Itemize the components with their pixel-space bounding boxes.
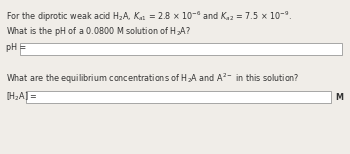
FancyBboxPatch shape — [20, 43, 342, 55]
Text: pH =: pH = — [6, 43, 26, 53]
Text: What are the equilibrium concentrations of H$_2$A and A$^{2-}$ in this solution?: What are the equilibrium concentrations … — [6, 72, 300, 86]
Text: What is the pH of a 0.0800 M solution of H$_2$A?: What is the pH of a 0.0800 M solution of… — [6, 25, 191, 38]
FancyBboxPatch shape — [26, 91, 331, 103]
Text: For the diprotic weak acid H$_2$A, $K_{a1}$ = 2.8 × 10$^{-6}$ and $K_{a2}$ = 7.5: For the diprotic weak acid H$_2$A, $K_{a… — [6, 10, 292, 24]
Text: [H$_2$A] =: [H$_2$A] = — [6, 91, 38, 103]
Text: M: M — [335, 93, 343, 101]
